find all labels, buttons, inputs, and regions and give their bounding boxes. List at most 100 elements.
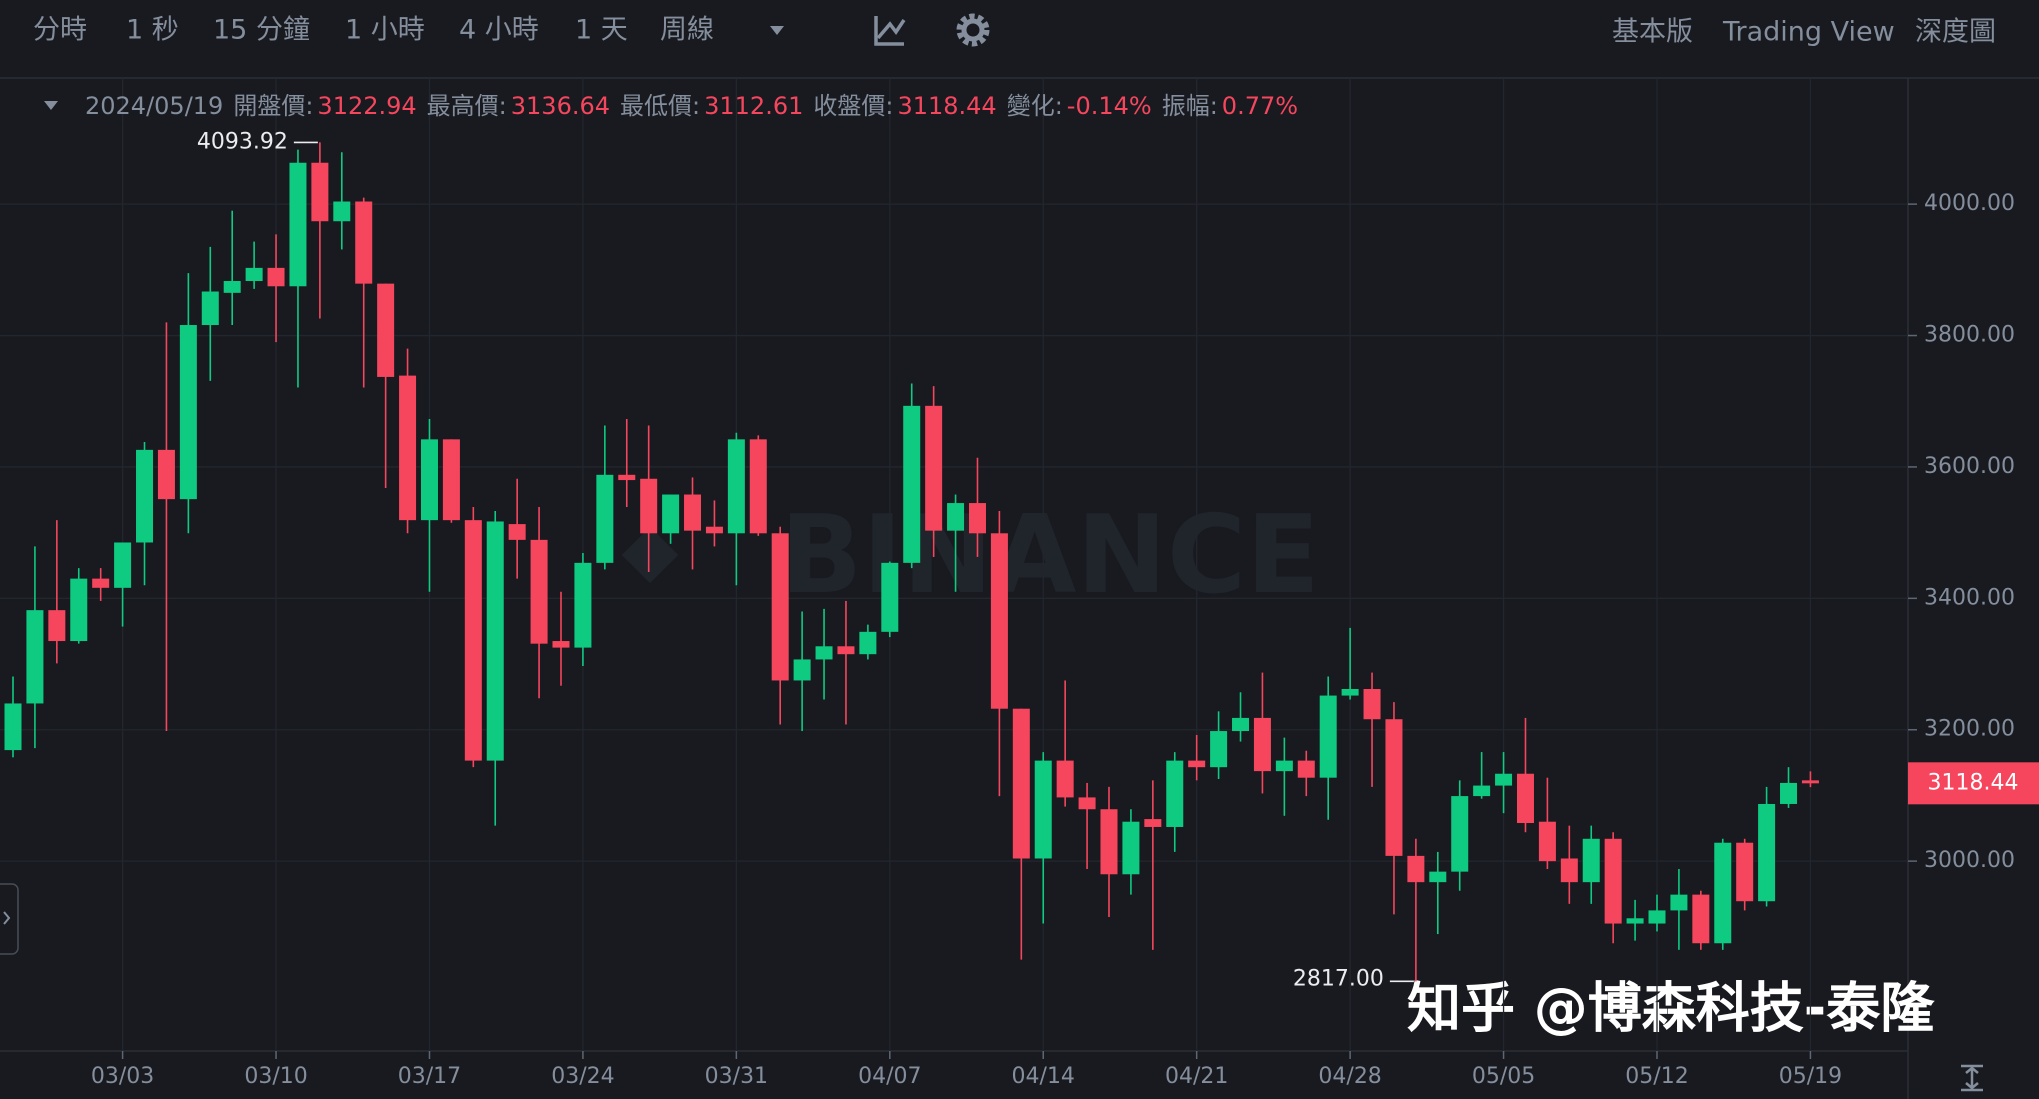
candle-body [136, 449, 154, 543]
candle-body [1604, 838, 1622, 924]
candle-body [267, 267, 285, 287]
interval-button[interactable]: 周線 [660, 15, 714, 46]
candle-body [377, 283, 395, 377]
credit: 知乎 @博森科技-泰隆 [1407, 977, 1935, 1040]
candle-body [179, 325, 197, 500]
view-button[interactable]: Trading View [1722, 17, 1895, 48]
candle-body [442, 439, 460, 521]
interval-button[interactable]: 1 小時 [345, 15, 425, 46]
interval-button[interactable]: 15 分鐘 [213, 15, 310, 46]
candle-body [157, 449, 175, 500]
candle-body [1648, 910, 1666, 924]
last-price-label: 3118.44 [1928, 770, 2019, 795]
last-price-tag [1908, 762, 2039, 805]
drawer-arrow [3, 911, 11, 925]
candle-body [464, 520, 482, 761]
candle-body [48, 610, 66, 642]
more-intervals[interactable] [770, 26, 784, 35]
candle-body [223, 281, 241, 293]
candle-body [1560, 858, 1578, 883]
candle-body [1516, 773, 1534, 824]
settings-icon[interactable] [956, 13, 990, 47]
candle-body [1495, 773, 1513, 786]
y-tick-label: 3400.00 [1924, 585, 2015, 610]
legend-label: 收盤價: [813, 92, 893, 120]
y-tick-label: 3000.00 [1924, 848, 2015, 873]
candle-body [684, 494, 702, 531]
legend-collapse[interactable] [44, 101, 58, 110]
candle-body [70, 578, 88, 642]
candle-body [1188, 760, 1206, 768]
interval-button[interactable]: 1 天 [575, 15, 628, 46]
legend-label: 變化: [1007, 92, 1063, 120]
x-tick-label: 05/19 [1779, 1064, 1842, 1089]
candle-body [1670, 894, 1688, 911]
indicator-icon[interactable] [874, 16, 906, 46]
candle-body [1385, 719, 1403, 856]
candle-body [749, 439, 767, 534]
candle-body [552, 641, 570, 648]
candle-body [881, 562, 899, 632]
ohlc-legend: 2024/05/19 開盤價: 3122.94 最高價: 3136.64 最低價: 3112… [85, 92, 1298, 120]
candle-body [1078, 797, 1096, 810]
y-tick-label: 4000.00 [1924, 191, 2015, 216]
x-tick-label: 04/14 [1012, 1064, 1075, 1089]
candle-body [26, 610, 44, 704]
candle-body [859, 631, 877, 655]
x-tick-label: 03/03 [91, 1064, 154, 1089]
scale-icon[interactable] [1961, 1064, 1983, 1092]
candle-body [727, 439, 745, 534]
legend-value: -0.14% [1067, 92, 1152, 120]
legend-date: 2024/05/19 [85, 92, 223, 120]
candle-body [574, 562, 592, 648]
candle-body [1626, 918, 1644, 924]
candle-body [1363, 688, 1381, 720]
x-tick-label: 04/28 [1318, 1064, 1381, 1089]
candle-body [1473, 785, 1491, 797]
x-tick-label: 03/10 [244, 1064, 307, 1089]
candle-body [311, 162, 329, 222]
legend-label: 最低價: [620, 92, 700, 120]
candle-body [990, 533, 1008, 709]
candle-body [968, 503, 986, 534]
candle-body [596, 474, 614, 563]
candle-body [486, 521, 504, 761]
candle-body [1341, 688, 1359, 696]
candle-body [1210, 731, 1228, 768]
min-label: 2817.00 [1293, 966, 1384, 991]
candle-body [1451, 796, 1469, 872]
candle-body [1034, 760, 1052, 859]
watermark-logo [621, 526, 679, 584]
candle-body [705, 526, 723, 534]
view-button[interactable]: 基本版 [1612, 17, 1693, 48]
candle-body [1122, 821, 1140, 875]
drawer-tab[interactable] [0, 883, 19, 955]
candle-body [771, 533, 789, 681]
candle-body [201, 291, 219, 326]
legend-label: 振幅: [1162, 92, 1218, 120]
legend-value: 3112.61 [704, 92, 803, 120]
candle-body [333, 201, 351, 222]
candle-body [1012, 708, 1030, 859]
interval-button[interactable]: 1 秒 [126, 15, 179, 46]
candle-body [508, 524, 526, 540]
plot [0, 78, 1908, 1051]
y-tick-label: 3800.00 [1924, 323, 2015, 348]
x-tick-label: 04/21 [1165, 1064, 1228, 1089]
x-tick-label: 05/05 [1472, 1064, 1535, 1089]
candle-body [640, 478, 658, 534]
interval-button[interactable]: 分時 [33, 15, 87, 46]
x-tick-label: 05/12 [1625, 1064, 1688, 1089]
candle-body [530, 539, 548, 644]
candle-body [1100, 809, 1118, 875]
legend-label: 開盤價: [233, 92, 313, 120]
interval-button[interactable]: 4 小時 [459, 15, 539, 46]
candle-body [1758, 803, 1776, 902]
candle-body [1297, 760, 1315, 778]
candle-body [92, 578, 110, 588]
candle-body [245, 267, 263, 282]
candle-body [618, 474, 636, 481]
view-button[interactable]: 深度圖 [1915, 17, 1996, 48]
legend-label: 最高價: [427, 92, 507, 120]
